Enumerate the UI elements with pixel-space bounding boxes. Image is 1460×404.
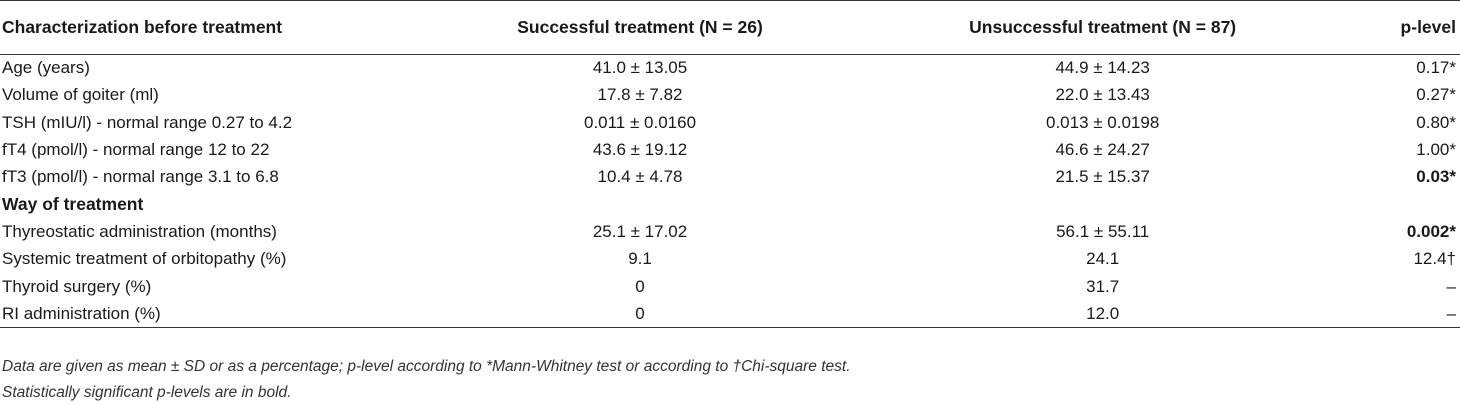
row-label: Age (years) [2, 58, 90, 78]
row-unsuccessful: 46.6 ± 24.27 [1055, 140, 1150, 160]
table-row: Thyreostatic administration (months) 25.… [0, 218, 1460, 245]
table-row: RI administration (%) 0 12.0 – [0, 300, 1460, 328]
row-successful: 41.0 ± 13.05 [592, 58, 688, 78]
comparison-table: Characterization before treatment Succes… [0, 0, 1460, 328]
row-label: Systemic treatment of orbitopathy (%) [2, 249, 287, 269]
row-p-level: 0.17* [1416, 58, 1456, 78]
row-label: TSH (mIU/l) - normal range 0.27 to 4.2 [2, 112, 293, 132]
header-characterization: Characterization before treatment [0, 0, 422, 55]
row-p-level-significant: 0.03* [1416, 167, 1456, 187]
row-unsuccessful: 22.0 ± 13.43 [1055, 85, 1150, 105]
row-label: RI administration (%) [0, 300, 422, 328]
header-p-level: p-level [1346, 0, 1460, 55]
row-successful: 0 [421, 300, 859, 328]
row-label: fT3 (pmol/l) - normal range 3.1 to 6.8 [2, 167, 279, 187]
row-p-level: 12.4† [1413, 249, 1456, 269]
row-label: Thyroid surgery (%) [2, 276, 152, 296]
row-p-level-significant: 0.002* [1406, 221, 1456, 241]
row-successful: 43.6 ± 19.12 [592, 140, 688, 160]
row-unsuccessful: 21.5 ± 15.37 [1055, 167, 1150, 187]
row-successful: 25.1 ± 17.02 [592, 221, 688, 241]
row-unsuccessful: 12.0 [858, 300, 1347, 328]
row-successful: 17.8 ± 7.82 [597, 85, 683, 105]
row-label: Volume of goiter (ml) [2, 85, 159, 105]
row-unsuccessful: 24.1 [1086, 249, 1120, 269]
row-successful: 0.011 ± 0.0160 [583, 112, 697, 132]
table-row: Thyroid surgery (%) 0 31.7 – [0, 273, 1460, 300]
row-successful: 10.4 ± 4.78 [597, 167, 683, 187]
footnote-significance: Statistically significant p-levels are i… [2, 384, 292, 401]
row-p-level: – [1446, 276, 1456, 296]
row-label: Thyreostatic administration (months) [2, 221, 277, 241]
row-unsuccessful: 0.013 ± 0.0198 [1045, 112, 1160, 132]
row-successful: 9.1 [628, 249, 652, 269]
table-row: Systemic treatment of orbitopathy (%) 9.… [0, 246, 1460, 273]
table-row: TSH (mIU/l) - normal range 0.27 to 4.2 0… [0, 109, 1460, 136]
table-row: fT3 (pmol/l) - normal range 3.1 to 6.8 1… [0, 164, 1460, 191]
header-unsuccessful: Unsuccessful treatment (N = 87) [858, 0, 1347, 55]
row-unsuccessful: 44.9 ± 14.23 [1055, 58, 1150, 78]
row-p-level: 0.27* [1416, 85, 1456, 105]
row-p-level: – [1346, 300, 1460, 328]
row-successful: 0 [635, 276, 645, 296]
row-unsuccessful: 31.7 [1086, 276, 1120, 296]
row-label: fT4 (pmol/l) - normal range 12 to 22 [2, 140, 270, 160]
row-unsuccessful: 56.1 ± 55.11 [1056, 221, 1150, 241]
header-successful: Successful treatment (N = 26) [421, 0, 859, 55]
section-title-way-of-treatment: Way of treatment [2, 194, 144, 215]
section-row: Way of treatment [0, 191, 1460, 218]
table-row: Volume of goiter (ml) 17.8 ± 7.82 22.0 ±… [0, 82, 1460, 109]
table-row: Age (years) 41.0 ± 13.05 44.9 ± 14.23 0.… [0, 55, 1460, 82]
row-p-level: 1.00* [1416, 140, 1456, 160]
row-p-level: 0.80* [1416, 112, 1456, 132]
table-row: fT4 (pmol/l) - normal range 12 to 22 43.… [0, 136, 1460, 163]
footnote-data-description: Data are given as mean ± SD or as a perc… [2, 358, 851, 375]
header-row: Characterization before treatment Succes… [0, 0, 1460, 55]
